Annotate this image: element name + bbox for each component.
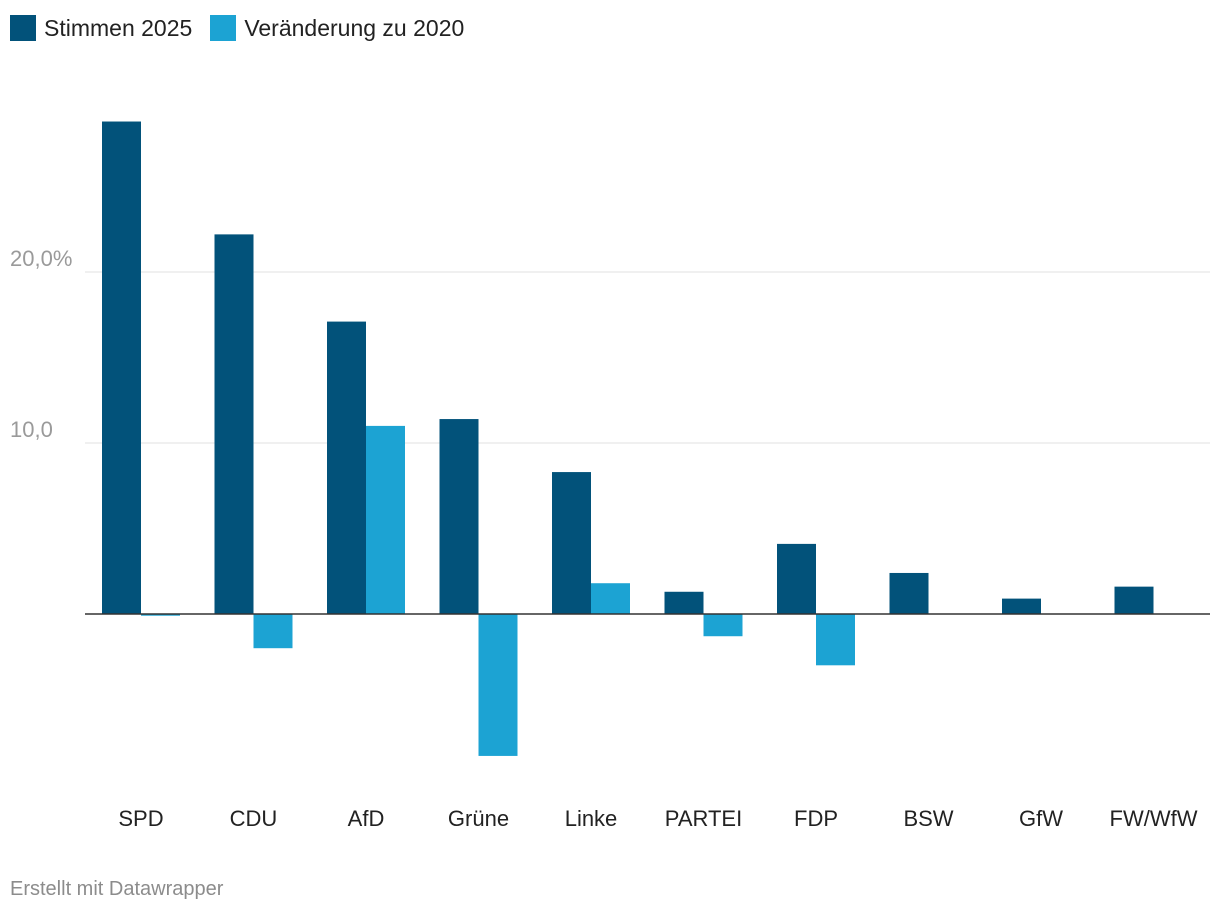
legend-item-veraenderung: Veränderung zu 2020 [210, 15, 464, 42]
bar-gr-ne-series-2 [478, 614, 518, 756]
x-tick-label-8: GfW [1019, 806, 1063, 831]
footer-credit: Erstellt mit Datawrapper [10, 878, 224, 900]
bar-linke-series-2 [591, 583, 630, 614]
y-tick-label-0: 20,0% [10, 246, 72, 271]
x-tick-label-2: AfD [348, 806, 385, 831]
bar-fdp-series-2 [816, 614, 855, 666]
legend-swatch-stimmen-2025 [10, 15, 36, 41]
bar-spd-series-2 [141, 614, 180, 616]
bar-afd-series-1 [327, 321, 366, 614]
bar-gr-ne-series-1 [439, 419, 479, 614]
bar-linke-series-1 [552, 472, 591, 614]
x-tick-label-6: FDP [794, 806, 838, 831]
bar-partei-series-2 [703, 614, 743, 637]
y-tick-label-1: 10,0 [10, 417, 53, 442]
x-tick-label-9: FW/WfW [1110, 806, 1198, 831]
bar-bsw-series-1 [889, 572, 929, 614]
chart-legend: Stimmen 2025 Veränderung zu 2020 [10, 13, 482, 43]
bar-spd-series-1 [102, 121, 141, 615]
x-tick-label-0: SPD [118, 806, 163, 831]
bar-fw-wfw-series-1 [1114, 586, 1154, 614]
bar-chart: 20,0% 10,0 SPD CDU AfD Grüne Linke PARTEI FDP BSW… [10, 121, 1210, 831]
bar-afd-series-2 [366, 425, 405, 614]
legend-item-stimmen-2025: Stimmen 2025 [10, 15, 192, 42]
bar-partei-series-1 [664, 591, 704, 614]
legend-swatch-veraenderung [210, 15, 237, 41]
legend-label-stimmen-2025: Stimmen 2025 [44, 14, 193, 41]
x-tick-label-4: Linke [565, 806, 618, 831]
x-tick-label-1: CDU [230, 806, 278, 831]
bar-gfw-series-1 [1002, 598, 1041, 614]
x-tick-label-5: PARTEI [665, 806, 742, 831]
bar-cdu-series-1 [214, 234, 254, 614]
x-tick-label-3: Grüne [448, 806, 509, 831]
legend-label-veraenderung: Veränderung zu 2020 [244, 14, 465, 41]
bar-fdp-series-1 [777, 543, 816, 614]
x-tick-label-7: BSW [903, 806, 953, 831]
bar-cdu-series-2 [253, 614, 293, 649]
